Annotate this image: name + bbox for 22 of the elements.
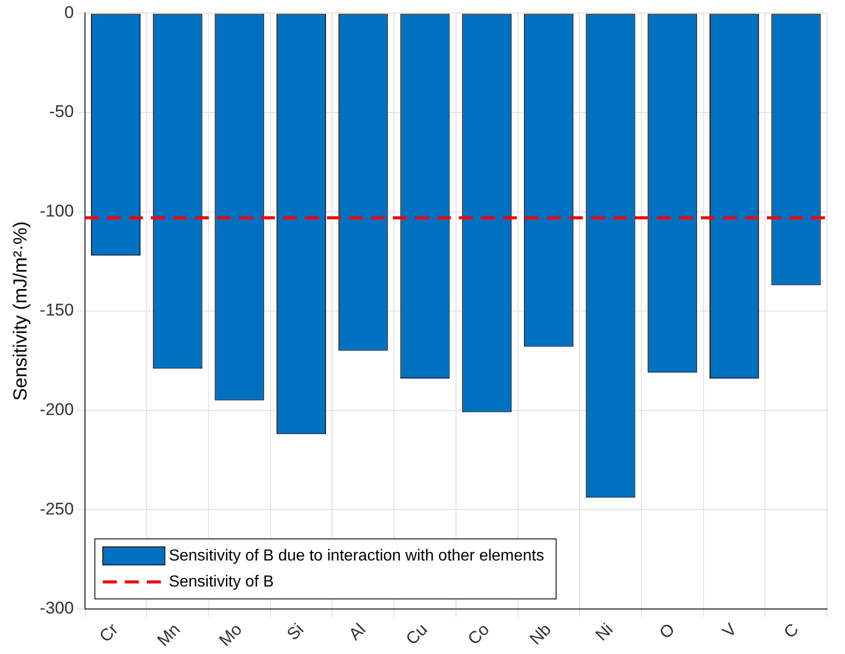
x-tick-label: Cr [96, 620, 122, 646]
y-axis-title: Sensitivity (mJ/m²·%) [10, 221, 32, 401]
x-tick-label: Co [464, 620, 493, 649]
x-tick-label: Cu [402, 620, 432, 649]
x-tick-label: O [656, 620, 679, 643]
x-tick-label: C [780, 620, 802, 642]
y-tick-label: -250 [40, 499, 74, 518]
y-tick-label: -300 [40, 598, 74, 618]
y-tick-label: 0 [64, 2, 74, 22]
x-tick-label: Mn [154, 620, 184, 650]
legend-label: Sensitivity of B [168, 573, 274, 590]
x-tick-label: Mo [215, 620, 246, 650]
x-tick-label: V [718, 619, 741, 642]
y-tick-label: -50 [49, 102, 74, 122]
y-tick-label: -150 [40, 300, 74, 320]
y-tick-label: -200 [40, 400, 74, 420]
legend-label: Sensitivity of B due to interaction with other elements [168, 547, 544, 564]
x-tick-label: Ni [592, 620, 617, 645]
y-tick-label: -100 [40, 201, 74, 220]
x-tick-label: Si [283, 620, 308, 644]
x-tick-label: Al [345, 620, 370, 644]
x-tick-label: Nb [526, 620, 555, 649]
